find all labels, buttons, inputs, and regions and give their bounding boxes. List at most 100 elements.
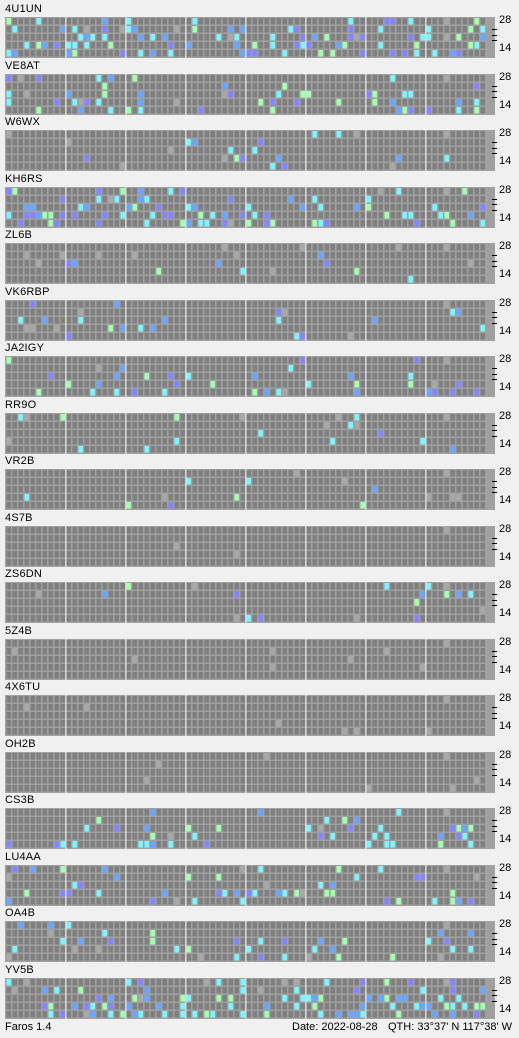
grid-cell <box>90 219 95 226</box>
grid-cell <box>102 260 107 267</box>
grid-cell <box>462 316 467 323</box>
grid-cell <box>468 195 473 202</box>
grid-cell <box>282 389 287 396</box>
grid-cell <box>450 139 455 146</box>
grid-cell <box>402 252 407 259</box>
grid-cell <box>96 437 101 444</box>
grid-cell <box>228 131 233 138</box>
grid-cell <box>396 50 401 57</box>
grid-cell <box>474 639 479 646</box>
grid-cell <box>348 82 353 89</box>
grid-cell <box>270 421 275 428</box>
grid-cell <box>30 42 35 49</box>
grid-cell <box>258 219 263 226</box>
grid-cell <box>270 163 275 170</box>
grid-cell <box>480 421 485 428</box>
grid-cell <box>66 615 71 622</box>
grid-cell <box>96 494 101 501</box>
grid-cell <box>216 437 221 444</box>
grid-cell <box>96 244 101 251</box>
grid-cell <box>144 131 149 138</box>
grid-cell <box>72 583 77 590</box>
grid-cell <box>480 558 485 565</box>
grid-cell <box>6 486 11 493</box>
grid-cell <box>54 82 59 89</box>
grid-cell <box>156 244 161 251</box>
grid-cell <box>162 90 167 97</box>
grid-cell <box>372 357 377 364</box>
grid-cell <box>132 534 137 541</box>
grid-cell <box>360 155 365 162</box>
grid-cell <box>390 445 395 452</box>
grid-cell <box>210 502 215 509</box>
grid-cell <box>42 74 47 81</box>
grid-cell <box>450 260 455 267</box>
grid-cell <box>390 615 395 622</box>
grid-cell <box>210 131 215 138</box>
grid-cell <box>30 203 35 210</box>
grid-cell <box>366 74 371 81</box>
grid-cell <box>438 663 443 670</box>
grid-cell <box>390 639 395 646</box>
grid-cell <box>300 98 305 105</box>
grid-cell <box>186 445 191 452</box>
grid-cell <box>18 478 23 485</box>
grid-cell <box>348 671 353 678</box>
grid-cell <box>360 316 365 323</box>
grid-cell <box>234 486 239 493</box>
grid-cell <box>240 106 245 113</box>
grid-cell <box>252 478 257 485</box>
grid-cell <box>444 655 449 662</box>
band-tick-mark <box>492 204 497 205</box>
grid-cell <box>402 139 407 146</box>
grid-cell <box>402 470 407 477</box>
grid-cell <box>174 195 179 202</box>
hour-divider <box>305 525 307 567</box>
grid-cell <box>342 139 347 146</box>
grid-cell <box>192 18 197 25</box>
grid-cell <box>372 663 377 670</box>
grid-cell <box>348 34 353 41</box>
grid-cell <box>228 163 233 170</box>
grid-cell <box>408 155 413 162</box>
grid-cell <box>360 147 365 154</box>
grid-cell <box>102 429 107 436</box>
hour-divider <box>305 638 307 680</box>
grid-cell <box>456 42 461 49</box>
grid-cell <box>414 599 419 606</box>
grid-cell <box>384 486 389 493</box>
grid-cell <box>234 663 239 670</box>
grid-cell <box>324 276 329 283</box>
grid-cell <box>444 381 449 388</box>
grid-cell <box>420 147 425 154</box>
grid-cell <box>66 316 71 323</box>
grid-cell <box>84 42 89 49</box>
grid-cell <box>468 308 473 315</box>
grid-cell <box>24 365 29 372</box>
grid-cell <box>402 155 407 162</box>
grid-cell <box>390 260 395 267</box>
grid-cell <box>72 260 77 267</box>
grid-cell <box>258 308 263 315</box>
grid-cell <box>366 244 371 251</box>
grid-cell <box>348 478 353 485</box>
grid-cell <box>30 74 35 81</box>
grid-cell <box>78 526 83 533</box>
grid-cell <box>306 90 311 97</box>
grid-cell <box>336 526 341 533</box>
grid-cell <box>48 389 53 396</box>
grid-cell <box>78 413 83 420</box>
grid-cell <box>72 82 77 89</box>
grid-cell <box>414 139 419 146</box>
grid-cell <box>282 18 287 25</box>
grid-cell <box>156 252 161 259</box>
grid-cell <box>252 106 257 113</box>
grid-cell <box>366 445 371 452</box>
grid-cell <box>156 155 161 162</box>
grid-cell <box>468 82 473 89</box>
grid-cell <box>162 106 167 113</box>
grid-cell <box>222 98 227 105</box>
grid-cell <box>372 373 377 380</box>
grid-cell <box>84 74 89 81</box>
grid-cell <box>312 316 317 323</box>
